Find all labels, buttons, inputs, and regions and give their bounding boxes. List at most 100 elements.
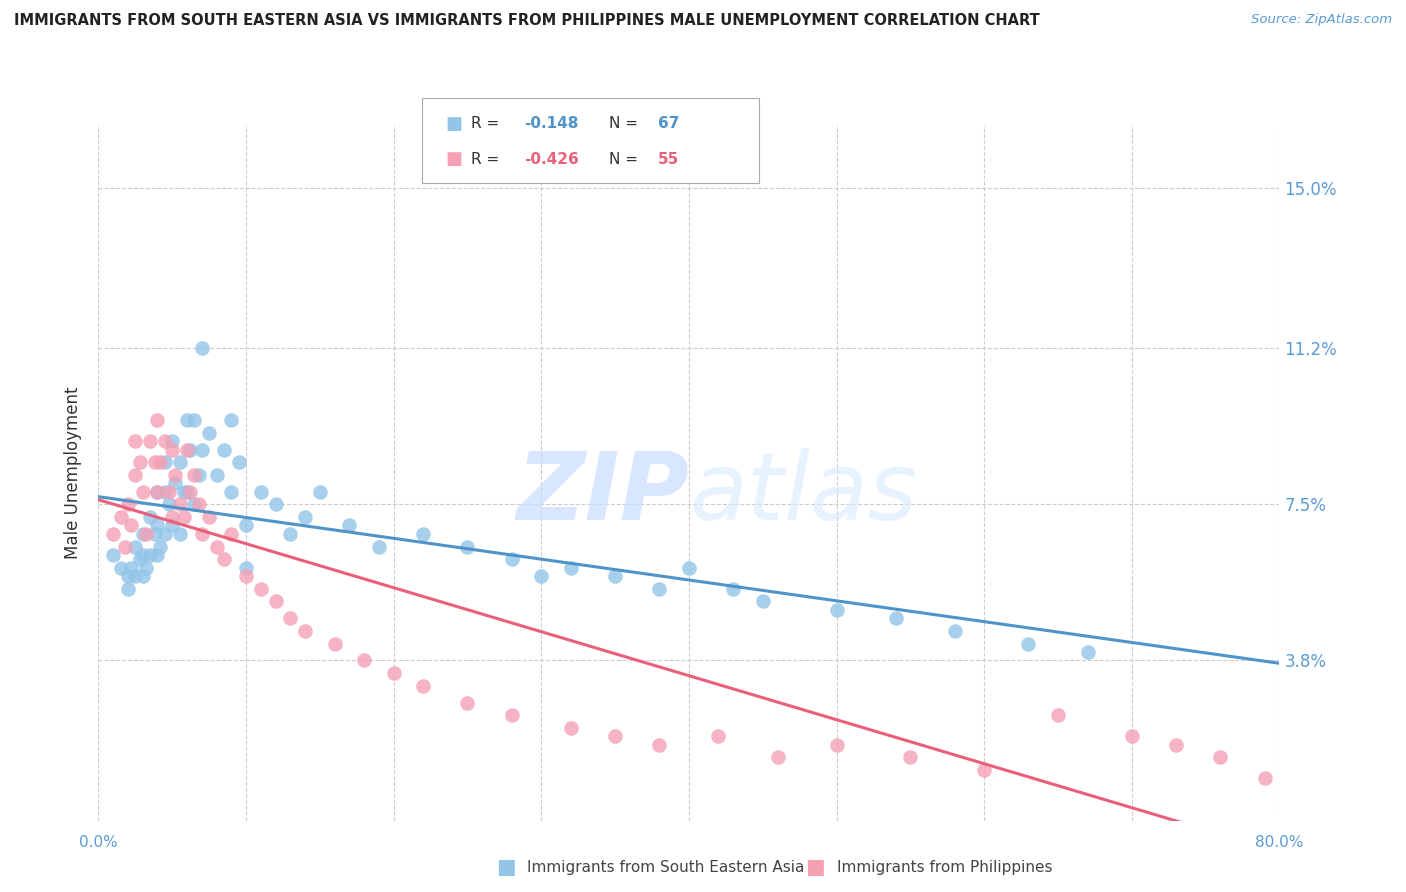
Point	[153, 455, 176, 469]
Point	[117, 569, 139, 583]
Text: ■: ■	[446, 115, 463, 133]
Point	[146, 413, 169, 427]
Y-axis label: Male Unemployment: Male Unemployment	[65, 386, 83, 559]
Point	[149, 540, 172, 554]
Point	[176, 484, 198, 499]
Text: R =: R =	[471, 152, 505, 167]
Point	[1209, 750, 1232, 764]
Text: N =: N =	[609, 152, 643, 167]
Point	[169, 527, 191, 541]
Point	[707, 729, 730, 743]
Point	[530, 569, 553, 583]
Text: Immigrants from Philippines: Immigrants from Philippines	[837, 860, 1052, 874]
Point	[205, 540, 228, 554]
Point	[132, 569, 155, 583]
Point	[179, 484, 201, 499]
Point	[825, 738, 848, 752]
Point	[110, 560, 132, 574]
Point	[678, 560, 700, 574]
Point	[132, 527, 155, 541]
Point	[205, 467, 228, 482]
Point	[117, 582, 139, 596]
Point	[605, 729, 627, 743]
Point	[176, 442, 198, 457]
Point	[173, 510, 195, 524]
Point	[1254, 772, 1277, 786]
Point	[412, 679, 434, 693]
Point	[153, 484, 176, 499]
Point	[368, 540, 391, 554]
Text: -0.148: -0.148	[524, 116, 579, 131]
Point	[187, 467, 209, 482]
Text: 55: 55	[658, 152, 679, 167]
Point	[124, 540, 146, 554]
Point	[1121, 729, 1143, 743]
Point	[165, 467, 187, 482]
Point	[766, 750, 789, 764]
Point	[560, 721, 582, 735]
Point	[212, 552, 235, 566]
Point	[751, 594, 773, 608]
Point	[146, 484, 169, 499]
Point	[219, 484, 242, 499]
Point	[132, 484, 155, 499]
Point	[278, 611, 302, 625]
Point	[250, 582, 273, 596]
Point	[219, 413, 242, 427]
Point	[143, 455, 166, 469]
Point	[825, 603, 848, 617]
Point	[183, 413, 205, 427]
Point	[162, 434, 183, 449]
Text: ■: ■	[806, 857, 825, 877]
Point	[250, 484, 273, 499]
Text: ZIP: ZIP	[516, 448, 689, 540]
Point	[191, 342, 214, 356]
Point	[412, 527, 434, 541]
Point	[128, 455, 150, 469]
Text: N =: N =	[609, 116, 643, 131]
Point	[117, 497, 139, 511]
Point	[456, 540, 478, 554]
Text: atlas: atlas	[689, 448, 917, 539]
Point	[169, 497, 191, 511]
Point	[309, 484, 332, 499]
Point	[139, 548, 162, 562]
Point	[605, 569, 627, 583]
Point	[146, 518, 169, 533]
Point	[323, 636, 346, 650]
Point	[176, 413, 198, 427]
Point	[560, 560, 582, 574]
Point	[179, 442, 201, 457]
Text: IMMIGRANTS FROM SOUTH EASTERN ASIA VS IMMIGRANTS FROM PHILIPPINES MALE UNEMPLOYM: IMMIGRANTS FROM SOUTH EASTERN ASIA VS IM…	[14, 13, 1040, 29]
Point	[153, 434, 176, 449]
Point	[135, 527, 157, 541]
Point	[149, 455, 172, 469]
Point	[132, 548, 155, 562]
Point	[187, 497, 209, 511]
Point	[191, 442, 214, 457]
Point	[339, 518, 360, 533]
Text: Immigrants from South Eastern Asia: Immigrants from South Eastern Asia	[527, 860, 804, 874]
Point	[235, 518, 257, 533]
Point	[1077, 645, 1099, 659]
Point	[648, 582, 671, 596]
Point	[264, 594, 287, 608]
Point	[146, 484, 169, 499]
Point	[294, 510, 316, 524]
Text: 0.0%: 0.0%	[79, 836, 118, 850]
Text: -0.426: -0.426	[524, 152, 579, 167]
Point	[162, 510, 183, 524]
Point	[124, 569, 146, 583]
Point	[212, 442, 235, 457]
Point	[191, 527, 214, 541]
Text: 80.0%: 80.0%	[1256, 836, 1303, 850]
Point	[143, 527, 166, 541]
Text: ■: ■	[496, 857, 516, 877]
Point	[723, 582, 745, 596]
Point	[173, 484, 195, 499]
Point	[1017, 636, 1039, 650]
Point	[183, 467, 205, 482]
Point	[278, 527, 302, 541]
Point	[162, 442, 183, 457]
Point	[124, 434, 146, 449]
